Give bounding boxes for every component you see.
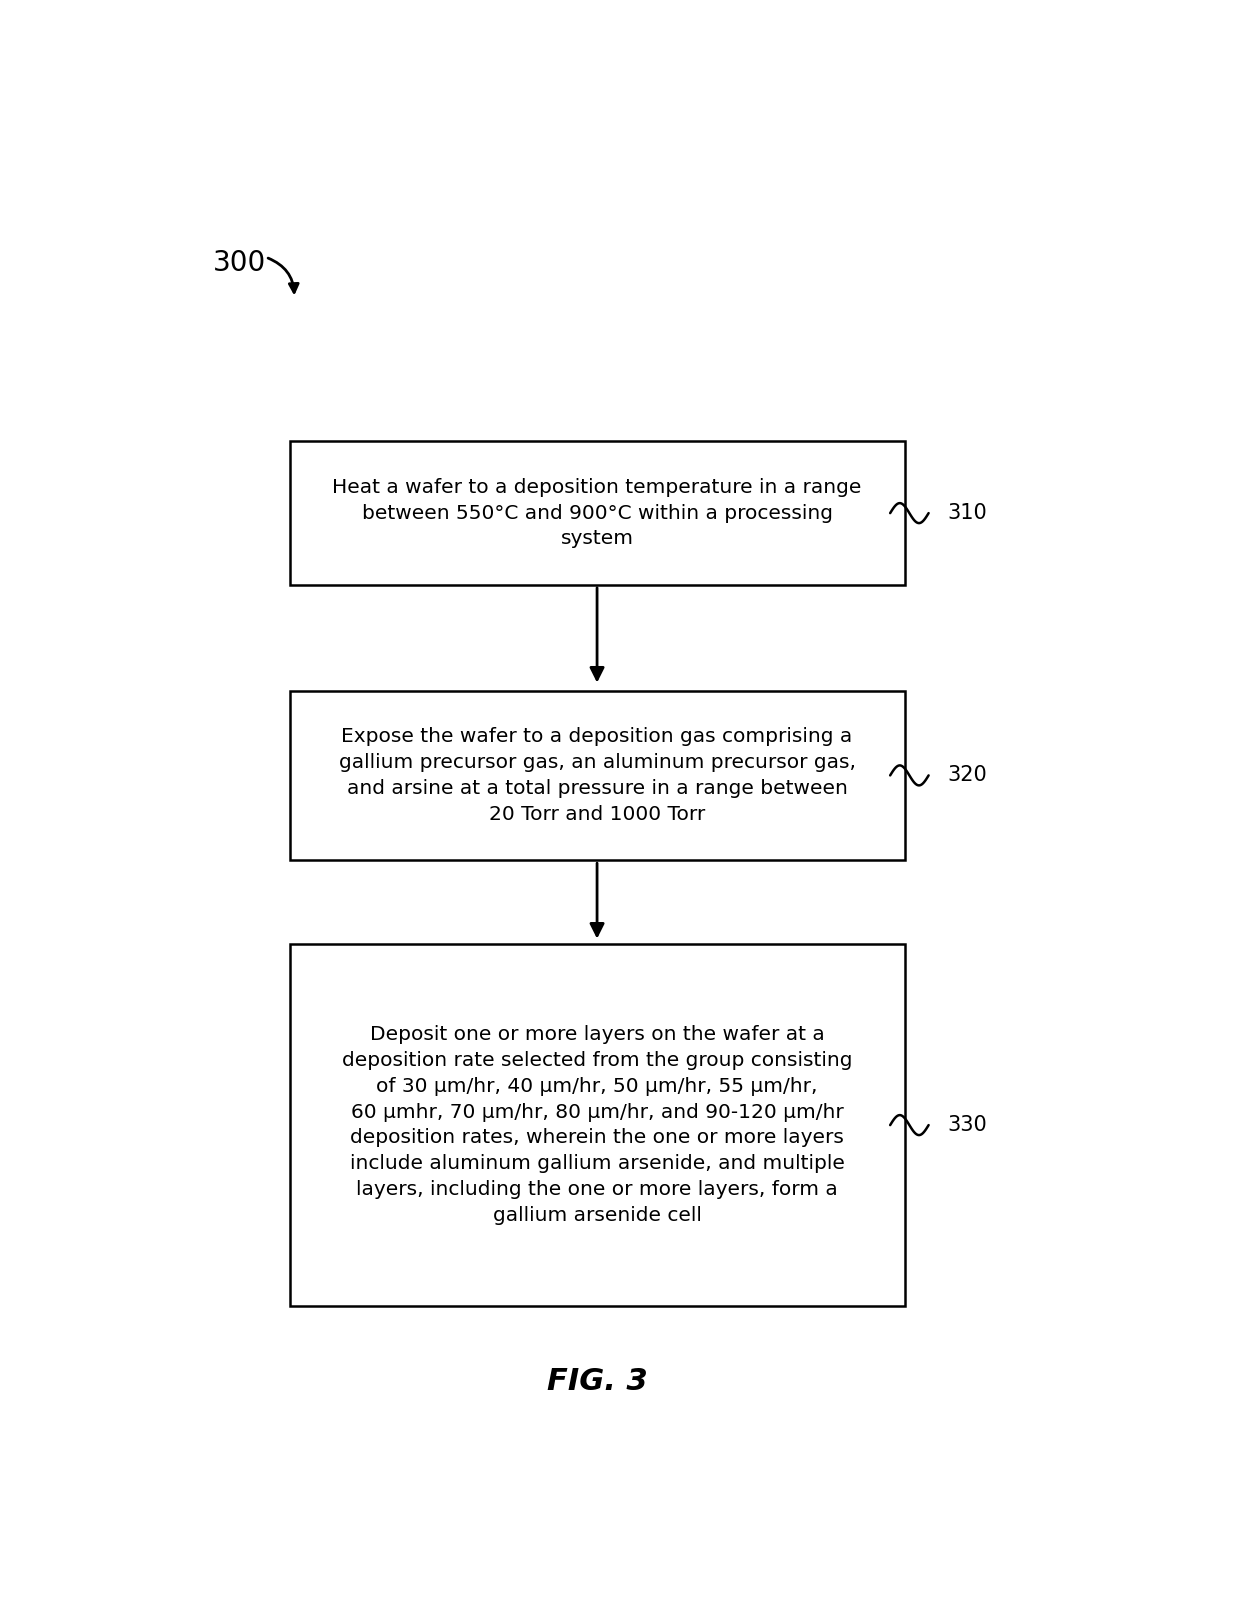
Text: 310: 310: [947, 503, 987, 524]
FancyBboxPatch shape: [290, 441, 905, 586]
Text: 330: 330: [947, 1114, 987, 1135]
Text: 300: 300: [213, 250, 265, 277]
Text: FIG. 3: FIG. 3: [547, 1367, 647, 1395]
Text: Deposit one or more layers on the wafer at a
deposition rate selected from the g: Deposit one or more layers on the wafer …: [342, 1025, 852, 1225]
FancyBboxPatch shape: [290, 691, 905, 860]
FancyArrowPatch shape: [268, 258, 298, 292]
Text: 320: 320: [947, 766, 987, 785]
Text: Expose the wafer to a deposition gas comprising a
gallium precursor gas, an alum: Expose the wafer to a deposition gas com…: [339, 727, 856, 824]
FancyBboxPatch shape: [290, 944, 905, 1306]
Text: Heat a wafer to a deposition temperature in a range
between 550°C and 900°C with: Heat a wafer to a deposition temperature…: [332, 478, 862, 548]
